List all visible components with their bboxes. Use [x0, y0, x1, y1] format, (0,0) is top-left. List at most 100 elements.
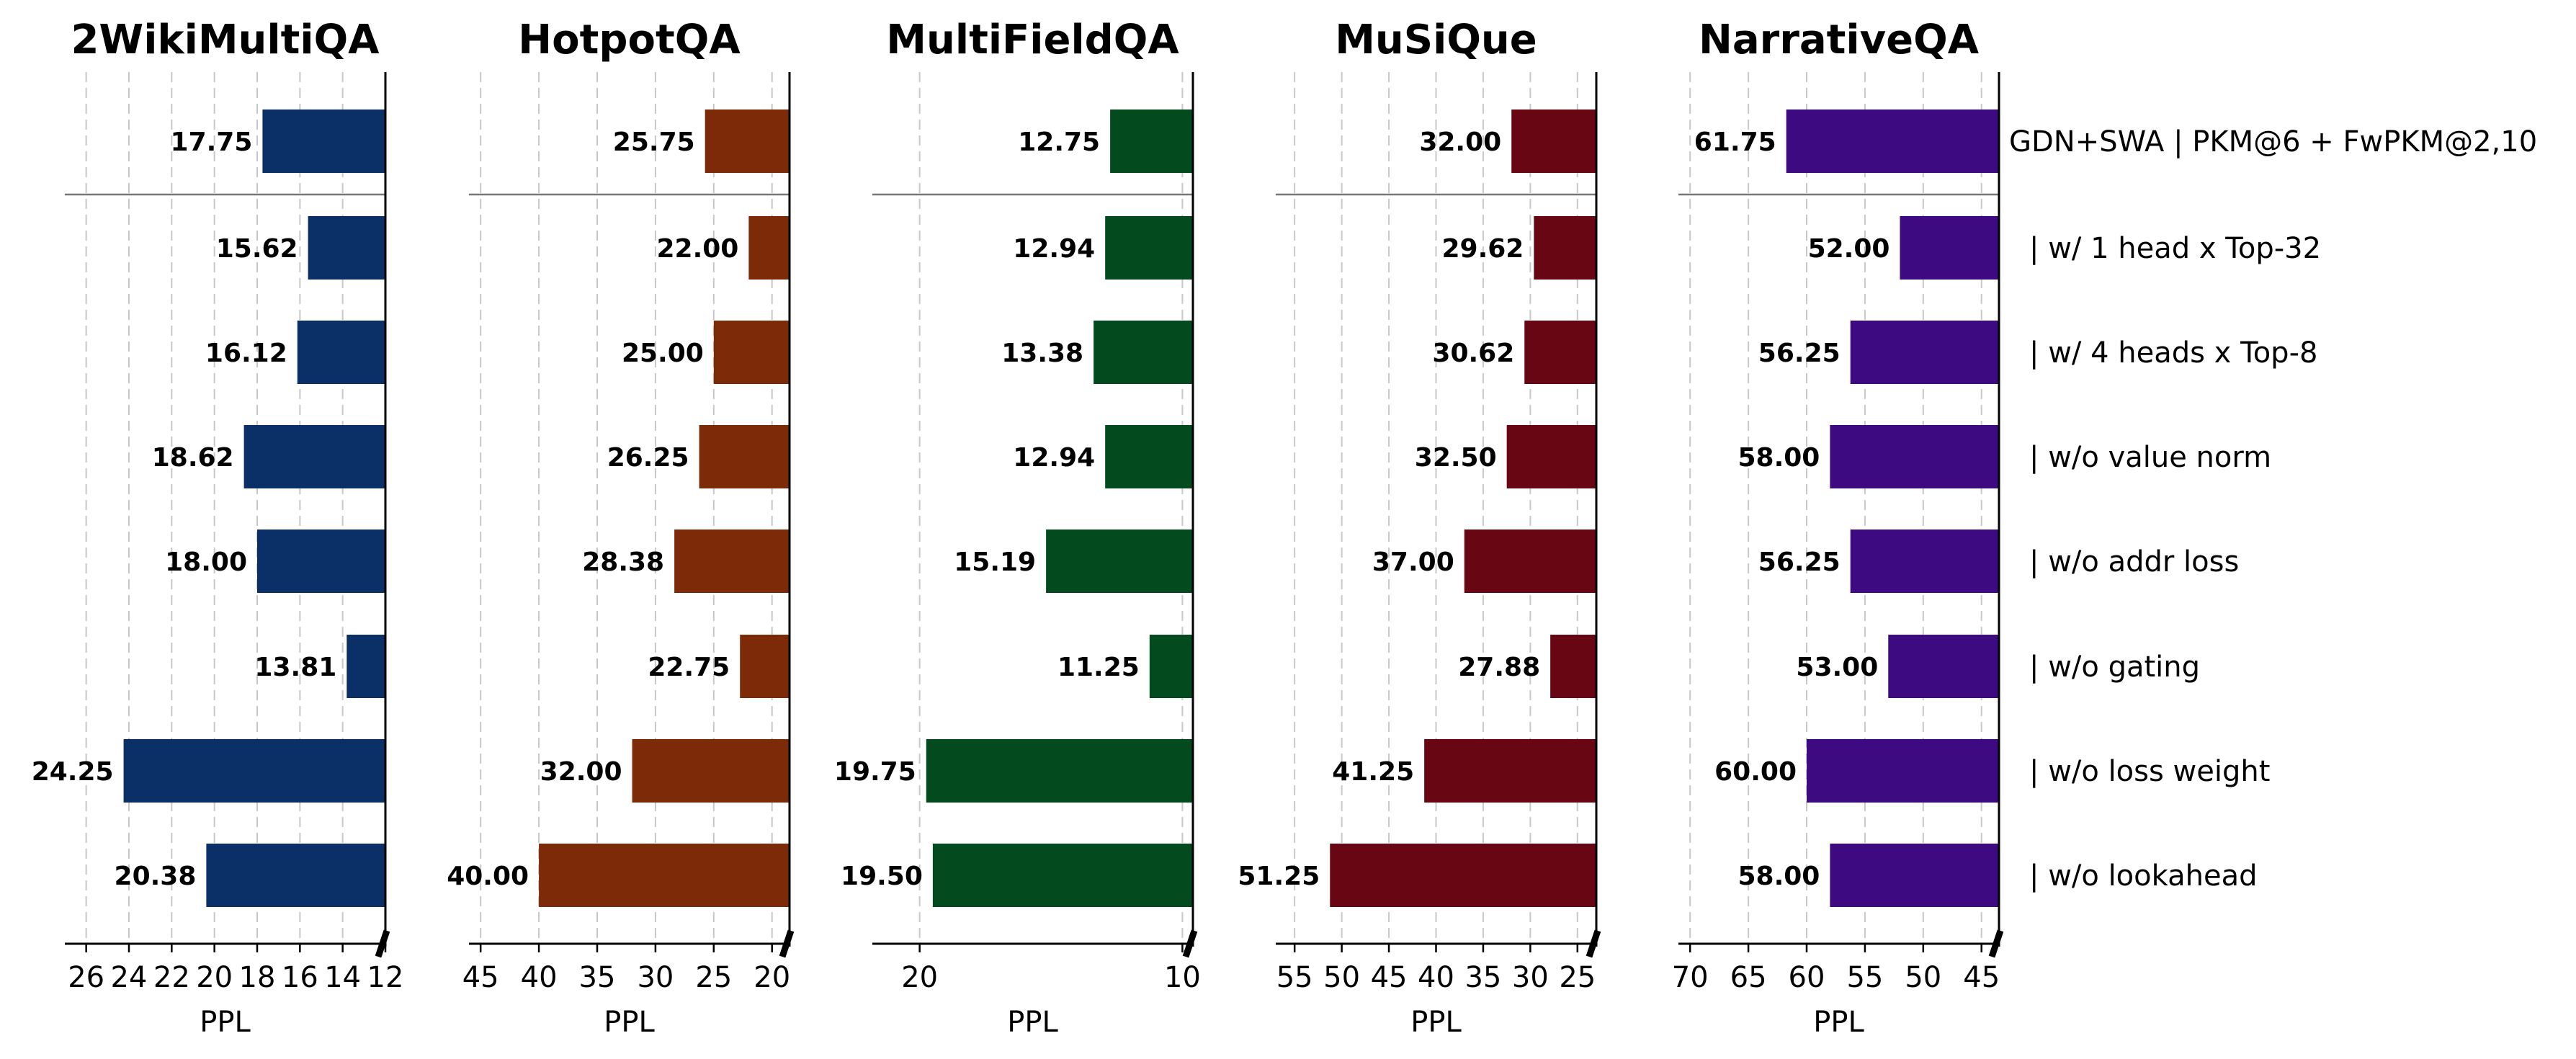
bar: [932, 844, 1193, 907]
bar: [674, 530, 790, 593]
tick-label: 40: [1418, 961, 1454, 994]
bar: [1110, 110, 1193, 173]
tick-label: 50: [1323, 961, 1360, 994]
tick-label: 14: [324, 961, 361, 994]
chart-title: MuSiQue: [1335, 17, 1537, 63]
bar: [1900, 216, 1999, 280]
value-label: 18.62: [152, 443, 234, 473]
tick-label: 35: [579, 961, 616, 994]
value-label: 41.25: [1332, 757, 1414, 787]
chart-panel-2: HotpotQA 25.75 22.00 25.00 26.25 28.38 22.75 32…: [447, 17, 795, 1039]
bar: [297, 321, 385, 384]
chart-title: MultiFieldQA: [886, 17, 1179, 63]
value-label: 22.00: [656, 234, 738, 264]
tick-label: 25: [695, 961, 732, 994]
row-label: | w/o value norm: [2029, 441, 2271, 474]
value-label: 37.00: [1372, 548, 1454, 577]
row-label: GDN+SWA | PKM@6 + FwPKM@2,10: [2009, 125, 2537, 158]
bar: [539, 844, 790, 907]
bar: [1046, 530, 1193, 593]
chart-title: NarrativeQA: [1699, 17, 1980, 63]
bar: [1506, 425, 1596, 488]
value-label: 11.25: [1057, 653, 1140, 682]
tick-label: 55: [1846, 961, 1883, 994]
value-label: 32.00: [540, 757, 622, 787]
tick-label: 22: [153, 961, 190, 994]
value-label: 61.75: [1694, 128, 1776, 157]
bar: [705, 110, 790, 173]
bar: [1094, 321, 1193, 384]
axis-break-mark: [375, 929, 390, 958]
value-label: 32.50: [1415, 443, 1497, 473]
bar: [1534, 216, 1596, 280]
bar: [1786, 110, 1999, 173]
chart-panel-5: NarrativeQA 61.75 52.00 56.25 58.00 56.25 53.0…: [1672, 17, 2004, 1039]
x-axis-label: PPL: [1410, 1006, 1462, 1039]
bar: [262, 110, 385, 173]
bar: [1888, 635, 1999, 698]
value-label: 56.25: [1758, 339, 1841, 368]
value-label: 12.94: [1013, 234, 1095, 264]
bar: [346, 635, 385, 698]
tick-label: 18: [239, 961, 276, 994]
bar: [748, 216, 790, 280]
tick-label: 20: [901, 961, 938, 994]
tick-label: 26: [68, 961, 104, 994]
tick-label: 55: [1276, 961, 1313, 994]
tick-label: 16: [282, 961, 318, 994]
row-label: | w/o addr loss: [2029, 545, 2239, 578]
row-label: | w/ 4 heads x Top-8: [2029, 336, 2317, 370]
value-label: 58.00: [1738, 862, 1820, 891]
tick-label: 20: [196, 961, 233, 994]
bar: [1511, 110, 1596, 173]
bar: [1464, 530, 1596, 593]
axis-break-mark: [1988, 929, 2004, 958]
tick-label: 65: [1730, 961, 1767, 994]
bar: [1850, 530, 1999, 593]
bar: [713, 321, 790, 384]
value-label: 25.75: [613, 128, 695, 157]
bar: [1524, 321, 1596, 384]
x-axis-label: PPL: [1007, 1006, 1058, 1039]
value-label: 25.00: [622, 339, 704, 368]
value-label: 15.62: [216, 234, 298, 264]
value-label: 12.94: [1013, 443, 1095, 473]
tick-label: 30: [637, 961, 674, 994]
bar: [206, 844, 385, 907]
value-label: 18.00: [165, 548, 247, 577]
chart-panel-1: 2WikiMultiQA 17.75 15.62 16.12 18.62 18.00 13.…: [32, 17, 404, 1039]
bar: [1807, 739, 1999, 803]
bar: [1105, 425, 1193, 488]
row-label: | w/o loss weight: [2029, 755, 2270, 788]
value-label: 52.00: [1808, 234, 1890, 264]
tick-label: 70: [1672, 961, 1709, 994]
bar: [123, 739, 386, 803]
tick-label: 45: [1963, 961, 2000, 994]
axis-break-mark: [779, 929, 795, 958]
value-label: 29.62: [1441, 234, 1524, 264]
value-label: 53.00: [1796, 653, 1878, 682]
tick-label: 12: [367, 961, 404, 994]
value-label: 15.19: [954, 548, 1036, 577]
bar: [1830, 425, 1999, 488]
value-label: 30.62: [1432, 339, 1514, 368]
value-label: 32.00: [1419, 128, 1501, 157]
bar: [1105, 216, 1193, 280]
value-label: 20.38: [115, 862, 197, 891]
value-label: 22.75: [648, 653, 730, 682]
value-label: 19.75: [834, 757, 916, 787]
bar: [1850, 321, 1999, 384]
chart-title: HotpotQA: [518, 17, 741, 63]
value-label: 27.88: [1458, 653, 1540, 682]
value-label: 28.38: [582, 548, 664, 577]
bar: [1830, 844, 1999, 907]
tick-label: 30: [1512, 961, 1549, 994]
row-label: | w/o gating: [2029, 651, 2200, 684]
x-axis-label: PPL: [604, 1006, 655, 1039]
tick-label: 24: [111, 961, 148, 994]
bar: [1424, 739, 1596, 803]
axis-break-mark: [1182, 929, 1198, 958]
bar: [926, 739, 1193, 803]
axis-break-mark: [1586, 929, 1601, 958]
value-label: 56.25: [1758, 548, 1841, 577]
